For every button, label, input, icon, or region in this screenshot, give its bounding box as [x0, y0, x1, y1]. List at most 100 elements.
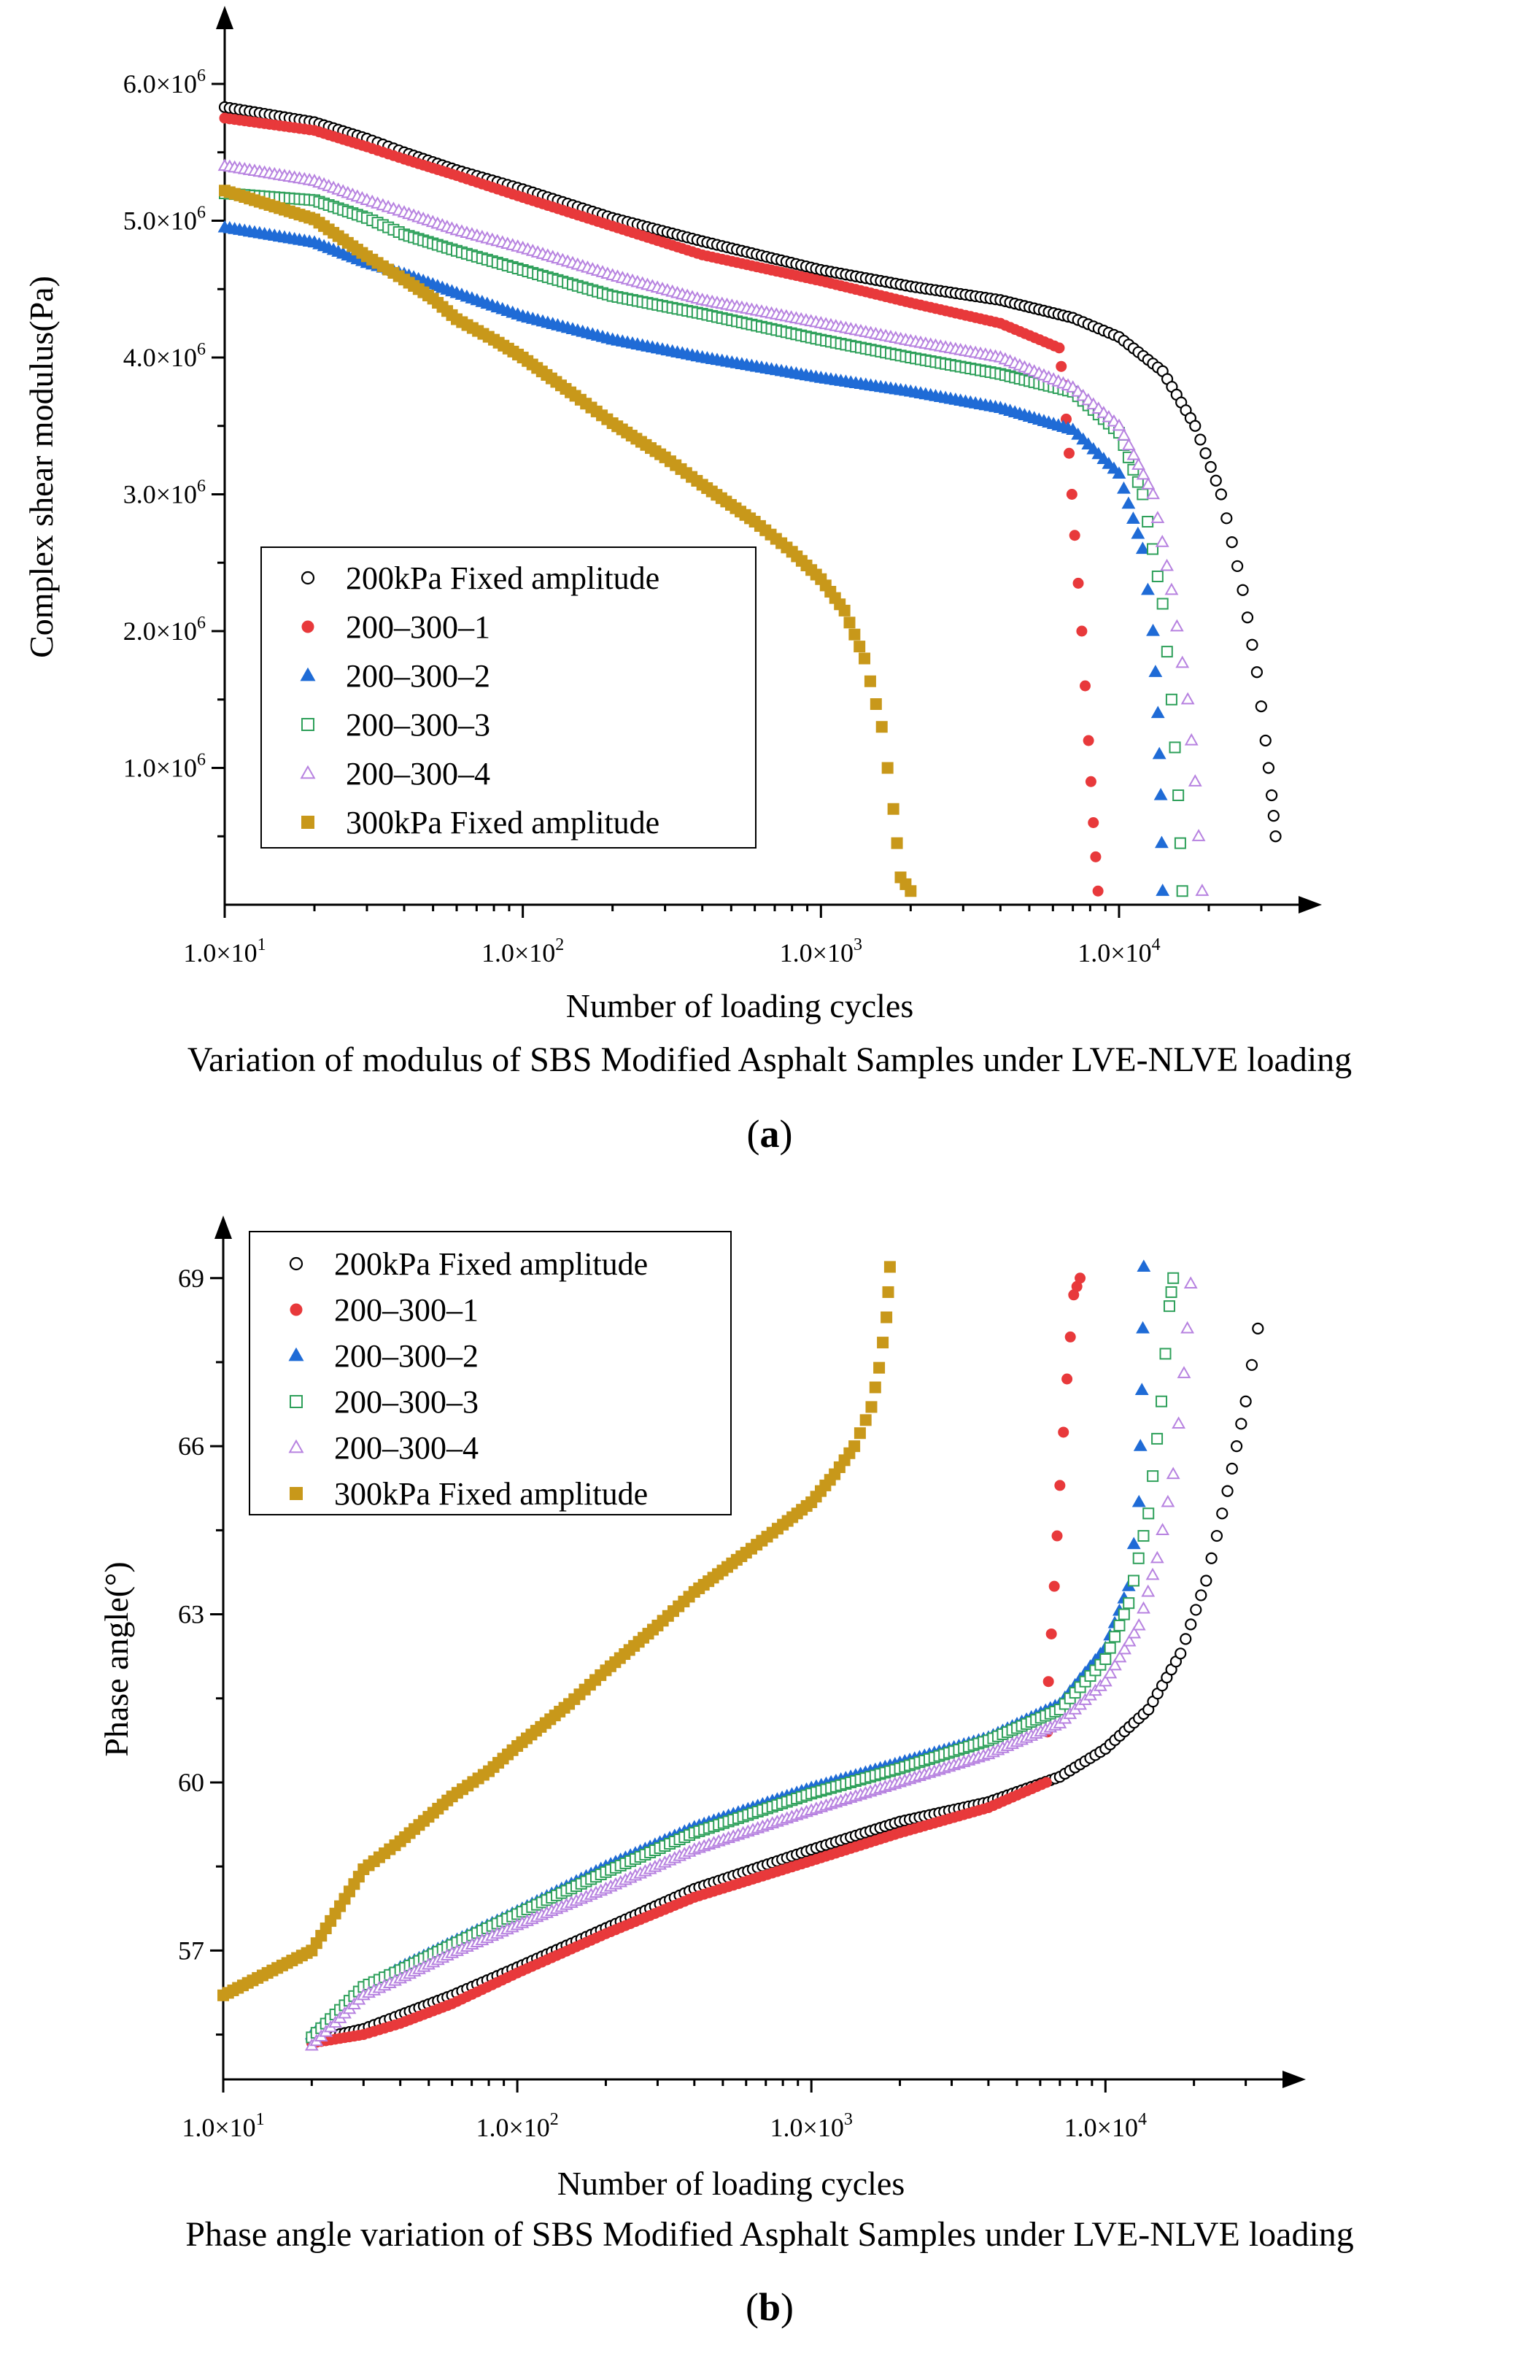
data-point	[1072, 577, 1084, 589]
x-tick-label: 1.0×102	[481, 935, 564, 967]
legend-marker	[289, 1256, 303, 1271]
legend-entry: 200kPa Fixed amplitude	[346, 560, 659, 596]
y-axis-arrow	[214, 1216, 232, 1239]
series-6	[217, 1261, 896, 2001]
data-point	[1175, 655, 1190, 668]
x-tick-label: 1.0×102	[476, 2110, 558, 2142]
data-point	[1172, 789, 1185, 801]
data-point	[1195, 884, 1210, 896]
data-point	[1191, 829, 1206, 841]
data-point	[1121, 438, 1136, 451]
legend-marker	[290, 1487, 303, 1500]
data-point	[1131, 1618, 1146, 1631]
data-point	[1262, 762, 1275, 774]
data-point	[1259, 734, 1272, 747]
legend-marker	[301, 816, 314, 829]
data-point	[1221, 1485, 1234, 1497]
panel-label: (b)	[746, 2285, 794, 2329]
data-point	[1245, 1359, 1258, 1371]
data-point	[1154, 835, 1169, 849]
data-point	[1108, 1658, 1122, 1671]
data-point	[1147, 543, 1159, 555]
data-point	[1231, 1440, 1243, 1453]
data-point	[1123, 1597, 1135, 1610]
data-point	[1165, 693, 1177, 706]
data-point	[1104, 1642, 1116, 1654]
data-point	[1048, 1580, 1060, 1592]
data-point	[1161, 646, 1173, 658]
data-point	[1088, 817, 1099, 828]
data-point	[905, 885, 917, 897]
data-point	[1086, 441, 1101, 455]
data-point	[1127, 1626, 1142, 1639]
y-axis-title: Complex shear modulus(Pa)	[23, 276, 60, 658]
y-tick-label: 3.0×106	[123, 477, 206, 509]
data-point	[1098, 1674, 1113, 1687]
legend-entry: 200–300–2	[346, 658, 490, 694]
y-tick-label: 1.0×106	[123, 751, 206, 783]
data-point	[1131, 1494, 1146, 1507]
data-point	[848, 1440, 861, 1453]
data-point	[1165, 1286, 1177, 1298]
data-point	[1210, 474, 1222, 487]
data-point	[1066, 422, 1080, 435]
data-point	[1194, 433, 1207, 446]
y-axis-arrow	[216, 6, 233, 29]
data-point	[1151, 1432, 1164, 1445]
data-point	[1126, 511, 1140, 524]
data-point	[1235, 1418, 1247, 1430]
data-point	[1151, 571, 1164, 582]
data-point	[1134, 1383, 1149, 1395]
y-tick-label: 4.0×106	[123, 340, 206, 372]
data-point	[1117, 428, 1131, 441]
data-point	[1195, 1589, 1207, 1602]
x-tick-label: 1.0×103	[780, 935, 862, 967]
data-point	[1141, 1584, 1156, 1597]
data-point	[1161, 1494, 1175, 1507]
data-point	[883, 1261, 896, 1273]
data-point	[1150, 511, 1165, 523]
data-point	[1241, 611, 1254, 624]
data-point	[1183, 1276, 1198, 1289]
data-point	[891, 837, 903, 849]
data-point	[1246, 638, 1258, 651]
data-point	[1167, 1272, 1180, 1284]
data-point	[1188, 774, 1202, 787]
legend-entry: 200–300–1	[334, 1292, 479, 1328]
data-point	[1056, 360, 1067, 372]
data-point	[1250, 666, 1264, 679]
axes: 1.0×101 1.0×102 1.0×103 1.0×104 57 60 63 66 69	[178, 1216, 1306, 2142]
data-point	[1174, 837, 1186, 849]
series-2	[306, 1272, 1086, 2049]
figure-caption: Phase angle variation of SBS Modified As…	[185, 2215, 1354, 2254]
data-point	[854, 1427, 866, 1440]
x-tick-label: 1.0×104	[1077, 935, 1160, 967]
y-tick-label: 2.0×106	[123, 614, 206, 646]
data-point	[1159, 1348, 1172, 1360]
data-point	[1210, 1529, 1223, 1542]
data-point	[881, 1311, 893, 1324]
data-point	[1146, 623, 1160, 636]
data-point	[1102, 456, 1116, 469]
data-point	[1085, 776, 1096, 787]
legend-marker	[290, 1395, 303, 1408]
data-point	[1118, 1642, 1131, 1655]
data-point	[1126, 447, 1141, 460]
data-point	[1053, 342, 1065, 354]
data-point	[1040, 1777, 1052, 1788]
data-point	[1160, 558, 1174, 571]
data-point	[1107, 461, 1121, 474]
data-point	[1064, 447, 1075, 459]
legend-marker	[301, 718, 314, 731]
legend-entry: 200–300–1	[346, 609, 490, 645]
data-point	[873, 1361, 886, 1374]
data-point	[1180, 1321, 1195, 1334]
data-point	[1113, 1650, 1127, 1663]
data-point	[1220, 512, 1233, 525]
data-point	[1058, 1426, 1069, 1438]
panel-label: (a)	[747, 1112, 793, 1156]
x-tick-label: 1.0×103	[770, 2110, 853, 2142]
data-point	[865, 1401, 878, 1413]
series-5	[217, 158, 1210, 896]
data-point	[1121, 496, 1136, 509]
